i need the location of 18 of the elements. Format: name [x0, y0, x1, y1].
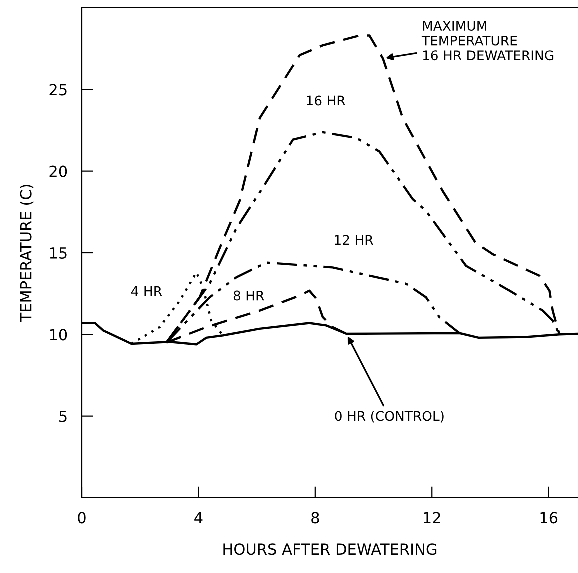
- series-label: 8 HR: [234, 290, 264, 301]
- y-tick-label: 20: [50, 166, 68, 178]
- x-tick-label: 8: [312, 512, 320, 524]
- x-tick-label: 12: [424, 512, 440, 524]
- text: 0 HR (CONTROL): [335, 410, 444, 423]
- y-tick-label: 15: [50, 248, 67, 260]
- x-tick-label: 4: [194, 512, 203, 524]
- series-label: 12 HR: [335, 235, 374, 245]
- y-tick-label: 25: [50, 84, 67, 96]
- text: MAXIMUM TEMPERATURE 16 HR DEWATERING: [422, 21, 554, 61]
- x-axis-title: HOURS AFTER DEWATERING: [224, 544, 437, 556]
- y-axis-title: TEMPERATURE (C): [20, 185, 34, 322]
- x-tick-label: 16: [540, 512, 558, 524]
- y-tick-label: 5: [60, 411, 67, 422]
- y-tick-label: 10: [50, 329, 68, 341]
- text: 16 HR: [307, 96, 346, 106]
- x-tick-label: 0: [78, 512, 86, 524]
- series-label: 4 HR: [132, 286, 162, 296]
